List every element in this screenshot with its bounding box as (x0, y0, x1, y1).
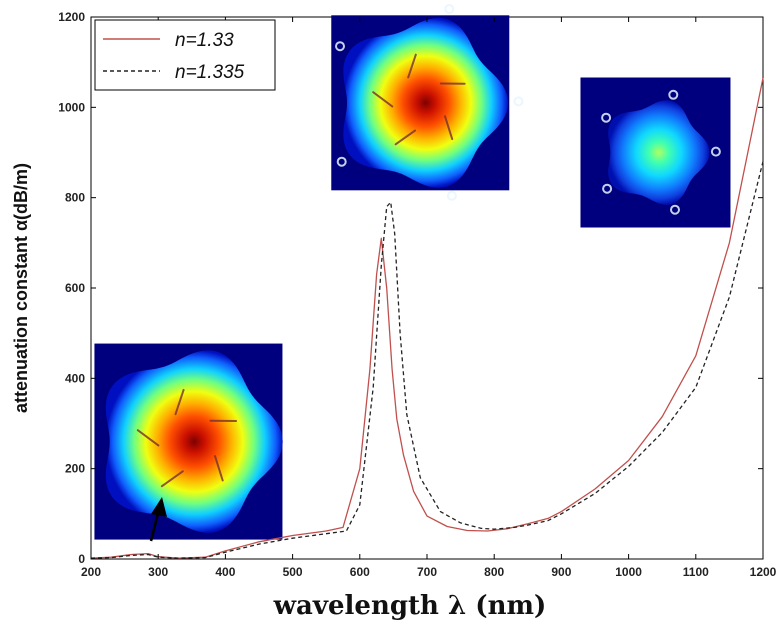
arrow-annotation (149, 497, 167, 542)
legend: n=1.33 n=1.335 (94, 19, 276, 91)
legend-label-n1335: n=1.335 (175, 62, 245, 83)
y-axis-label: attenuation constant α(dB/m) (11, 163, 31, 413)
y-tick-label: 600 (65, 281, 85, 295)
x-axis-label: wavelength λ (nm) (273, 591, 547, 621)
x-tick-label: 500 (283, 565, 303, 579)
y-tick-label: 1200 (58, 10, 85, 24)
x-tick-label: 900 (551, 565, 571, 579)
series-line-n1335 (90, 161, 764, 559)
mode-field-profile (343, 17, 508, 188)
x-tick-label: 800 (484, 565, 504, 579)
mode-field-inset-1 (94, 343, 283, 540)
y-tick-label: 1000 (58, 100, 85, 114)
x-axis: 200 300 400 500 600 700 800 900 1000 1100 1200 (81, 17, 777, 579)
mode-field-profile (105, 350, 283, 533)
x-tick-label: 700 (417, 565, 437, 579)
x-tick-label: 300 (148, 565, 168, 579)
legend-box (94, 19, 276, 91)
y-axis: 0 200 400 600 800 1000 1200 (58, 10, 763, 566)
x-tick-label: 400 (215, 565, 235, 579)
mode-field-inset-2 (331, 4, 524, 201)
inset-layer (94, 4, 731, 540)
legend-label-n1330: n=1.33 (175, 30, 234, 51)
x-tick-label: 1000 (615, 565, 642, 579)
series-layer (90, 77, 764, 559)
y-tick-label: 0 (78, 552, 85, 566)
mode-field-inset-3 (580, 77, 731, 228)
x-tick-label: 1100 (683, 565, 709, 579)
mode-field-profile (608, 100, 710, 205)
x-tick-label: 1200 (750, 565, 777, 579)
y-tick-label: 200 (65, 462, 85, 476)
y-tick-label: 400 (65, 371, 85, 385)
x-tick-label: 200 (81, 565, 101, 579)
arrow-shaft (149, 512, 160, 542)
arrow-head-icon (151, 497, 167, 517)
x-tick-label: 600 (350, 565, 370, 579)
y-tick-label: 800 (65, 191, 85, 205)
